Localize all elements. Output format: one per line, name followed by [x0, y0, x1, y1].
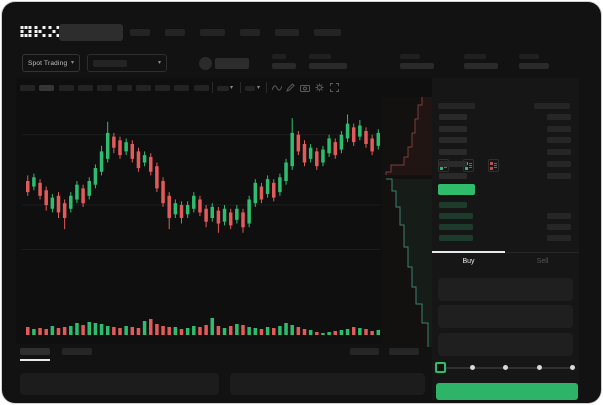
indicator-dropdown[interactable]	[217, 86, 229, 91]
tab-buy[interactable]: Buy	[462, 258, 475, 265]
depth-overlay[interactable]	[382, 97, 434, 347]
stat-label-placeholder	[272, 54, 286, 59]
market-type-dropdown[interactable]: Spot Trading ▾	[22, 54, 80, 72]
buy-button[interactable]	[436, 383, 578, 400]
bottom-tab-orders[interactable]	[20, 348, 50, 355]
stat-label-placeholder	[464, 54, 486, 59]
ask-amount-placeholder[interactable]	[547, 160, 571, 167]
bid-price-placeholder[interactable]	[439, 224, 473, 230]
chevron-down-icon: ▾	[70, 60, 74, 66]
volume-chart[interactable]	[22, 296, 380, 336]
tabs-divider	[432, 252, 579, 253]
chart-type-dropdown[interactable]	[245, 86, 255, 91]
stat-label-placeholder	[309, 54, 331, 59]
nav-item-placeholder[interactable]	[165, 29, 185, 36]
ask-price-placeholder[interactable]	[439, 160, 467, 167]
ask-amount-placeholder[interactable]	[547, 125, 571, 132]
coin-avatar	[199, 57, 212, 70]
slider-stop[interactable]	[536, 365, 542, 370]
ask-price-placeholder[interactable]	[439, 114, 467, 120]
bottom-tab-history[interactable]	[62, 348, 92, 355]
slider-stop[interactable]	[570, 365, 575, 370]
interval-button[interactable]	[155, 85, 171, 91]
nav-item-placeholder[interactable]	[240, 29, 260, 36]
bid-price-placeholder[interactable]	[439, 235, 473, 241]
slider-stop[interactable]	[469, 365, 475, 370]
interval-button[interactable]	[116, 85, 132, 91]
nav-item-placeholder[interactable]	[314, 29, 341, 36]
bid-amount-placeholder[interactable]	[547, 224, 571, 230]
stat-value-placeholder	[272, 63, 296, 69]
bottom-action-2[interactable]	[389, 348, 419, 355]
stat-value-placeholder	[309, 63, 347, 69]
ask-price-placeholder[interactable]	[439, 172, 467, 179]
candle-chart[interactable]	[22, 102, 380, 294]
ask-price-placeholder[interactable]	[439, 137, 467, 144]
chevron-down-icon[interactable]: ▾	[230, 85, 234, 91]
chevron-down-icon: ▾	[157, 60, 161, 66]
price-field[interactable]	[438, 278, 573, 301]
slider-stop[interactable]	[503, 365, 508, 370]
stat-value-placeholder	[464, 63, 498, 69]
interval-button[interactable]	[39, 85, 55, 91]
nav-item-placeholder[interactable]	[275, 29, 299, 36]
line-tool-icon[interactable]	[271, 82, 282, 93]
stat-label-placeholder	[519, 54, 539, 59]
chevron-down-icon[interactable]: ▾	[257, 85, 261, 91]
bid-amount-placeholder[interactable]	[547, 235, 571, 241]
last-price-pill[interactable]	[438, 184, 475, 195]
search-input[interactable]	[59, 24, 123, 41]
bottom-tab-indicator	[20, 359, 50, 361]
bid-price-placeholder[interactable]	[439, 202, 467, 208]
interval-button[interactable]	[174, 85, 190, 91]
stat-label-placeholder	[400, 54, 420, 59]
gear-icon[interactable]	[314, 82, 325, 93]
ask-price-placeholder[interactable]	[439, 125, 467, 132]
bid-amount-placeholder[interactable]	[547, 213, 571, 219]
pair-selector-dropdown[interactable]: ▾	[87, 54, 167, 72]
ask-amount-placeholder[interactable]	[547, 137, 571, 144]
orders-table-placeholder	[230, 373, 425, 395]
amount-field[interactable]	[438, 305, 573, 328]
okx-logo-glyph	[20, 26, 60, 37]
total-field[interactable]	[438, 333, 573, 356]
okx-logo[interactable]	[20, 26, 60, 38]
book-col-header-price	[438, 103, 475, 109]
order-book-panel: Buy Sell	[432, 78, 579, 400]
bottom-action-1[interactable]	[350, 348, 379, 355]
market-type-label: Spot Trading	[28, 59, 68, 67]
ask-amount-placeholder[interactable]	[547, 149, 571, 156]
nav-item-placeholder[interactable]	[200, 29, 225, 36]
interval-button[interactable]	[77, 85, 93, 91]
stat-value-placeholder	[519, 63, 549, 69]
interval-button[interactable]	[193, 85, 209, 91]
fullscreen-icon[interactable]	[329, 82, 340, 93]
interval-button[interactable]	[58, 85, 74, 91]
nav-item-placeholder[interactable]	[130, 29, 150, 36]
ask-amount-placeholder[interactable]	[547, 114, 571, 120]
tab-sell[interactable]: Sell	[536, 258, 549, 265]
interval-button[interactable]	[135, 85, 151, 91]
ask-price-placeholder[interactable]	[439, 149, 467, 156]
interval-button[interactable]	[20, 85, 35, 91]
bid-price-placeholder[interactable]	[439, 213, 473, 219]
draw-tool-icon[interactable]	[285, 82, 296, 93]
stat-value-placeholder	[400, 63, 434, 69]
slider-handle[interactable]	[435, 362, 446, 373]
orders-table-placeholder	[20, 373, 219, 395]
pair-name-placeholder	[215, 58, 249, 69]
book-asks-view-icon[interactable]	[488, 159, 499, 172]
active-tab-indicator	[432, 251, 505, 253]
ask-amount-placeholder[interactable]	[547, 172, 571, 179]
interval-button[interactable]	[97, 85, 113, 91]
camera-icon[interactable]	[299, 82, 310, 93]
book-col-header-amount	[534, 103, 570, 109]
